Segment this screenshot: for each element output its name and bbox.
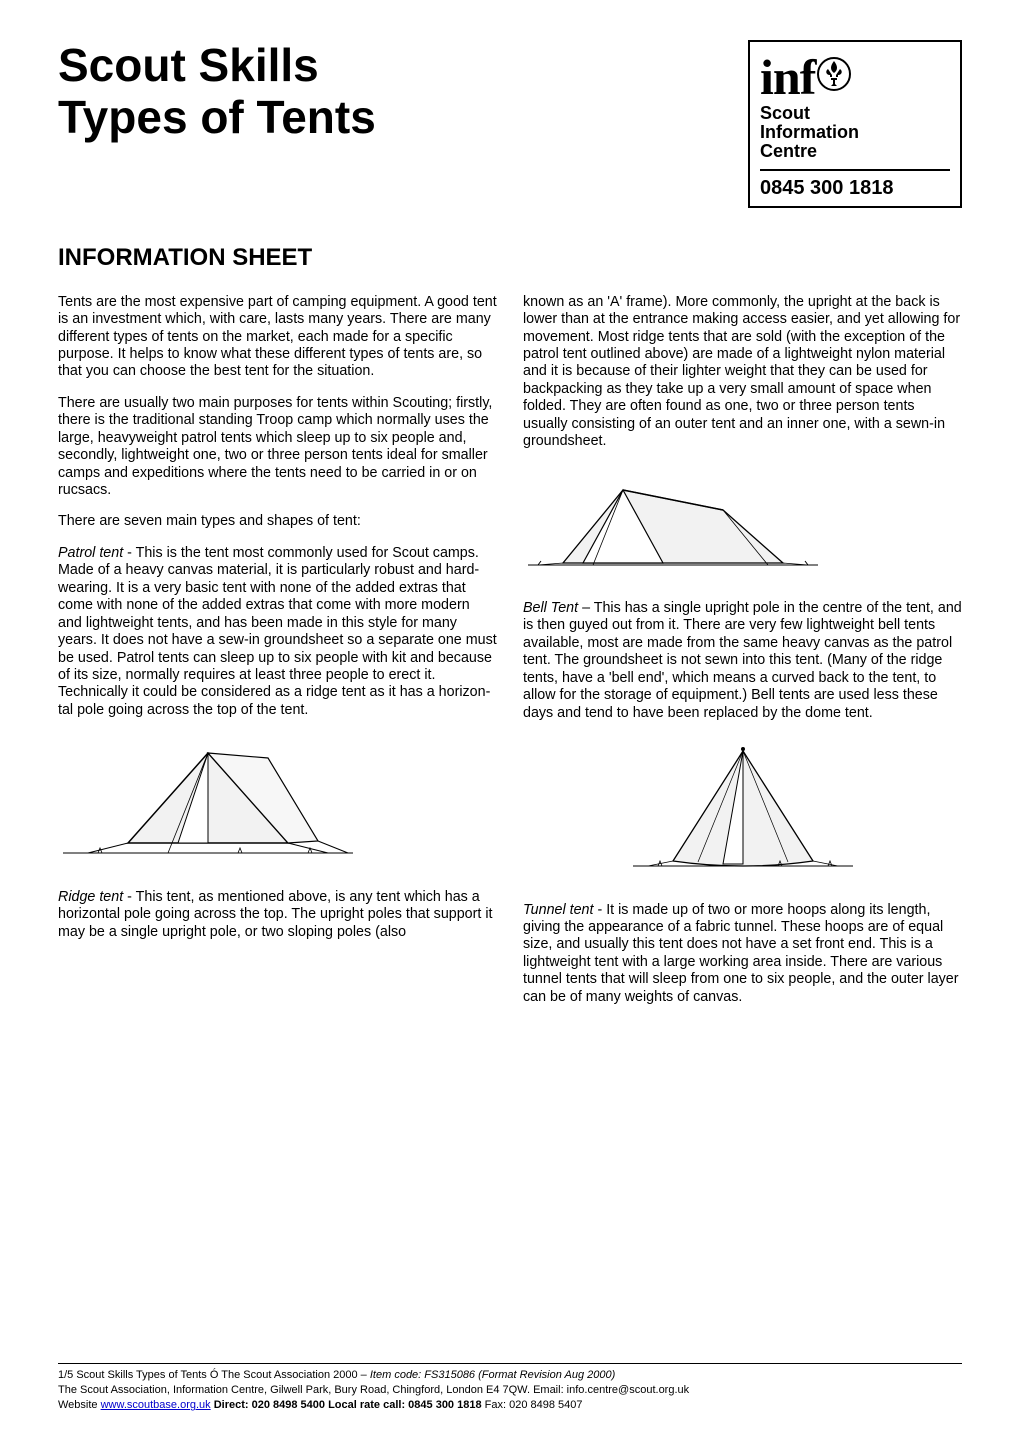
right-column: known as an 'A' frame). More commonly, t… — [523, 294, 962, 1352]
info-divider — [760, 169, 950, 171]
info-box: inf Scout Information Centre 0845 300 18… — [748, 40, 962, 208]
footer-line-1: 1/5 Scout Skills Types of Tents Ó The Sc… — [58, 1368, 962, 1383]
info-word: inf — [760, 52, 815, 102]
footer-link[interactable]: www.scoutbase.org.uk — [101, 1399, 211, 1411]
footer: 1/5 Scout Skills Types of Tents Ó The Sc… — [58, 1363, 962, 1413]
page-title: Scout Skills Types of Tents — [58, 40, 748, 143]
title-block: Scout Skills Types of Tents — [58, 40, 748, 143]
seven-types-line: There are seven main types and shapes of… — [58, 513, 497, 530]
patrol-tent-body: - This is the tent most commonly used fo… — [58, 545, 497, 718]
title-line-2: Types of Tents — [58, 91, 376, 143]
footer-line-2: The Scout Association, Information Centr… — [58, 1383, 962, 1398]
left-column: Tents are the most expensive part of cam… — [58, 294, 497, 1352]
ridge-tent-term: Ridge tent — [58, 889, 123, 905]
info-sub: Scout Information Centre — [760, 104, 859, 161]
info-logo-row: inf — [760, 52, 851, 102]
footer-l1-prefix: 1/5 Scout Skills Types of Tents — [58, 1369, 210, 1381]
ridge-tent-body: - This tent, as mentioned above, is any … — [58, 889, 492, 940]
fleur-de-lis-icon — [817, 57, 851, 96]
section-title: INFORMATION SHEET — [58, 244, 962, 272]
tunnel-tent-term: Tunnel tent — [523, 902, 593, 918]
footer-l3-bold: Direct: 020 8498 5400 Local rate call: 0… — [214, 1399, 482, 1411]
info-phone: 0845 300 1818 — [760, 177, 893, 200]
intro-paragraph: Tents are the most expensive part of cam… — [58, 294, 497, 381]
info-sub-line1: Scout — [760, 103, 810, 123]
info-sub-line3: Centre — [760, 141, 817, 161]
title-line-1: Scout Skills — [58, 39, 319, 91]
footer-l3-prefix: Website — [58, 1399, 101, 1411]
tunnel-tent-paragraph: Tunnel tent - It is made up of two or mo… — [523, 902, 962, 1007]
patrol-tent-figure — [58, 733, 497, 878]
bell-tent-term: Bell Tent — [523, 600, 578, 616]
header: Scout Skills Types of Tents inf Scout In… — [58, 40, 962, 208]
footer-line-3: Website www.scoutbase.org.uk Direct: 020… — [58, 1398, 962, 1413]
columns: Tents are the most expensive part of cam… — [58, 294, 962, 1352]
bell-tent-body: – This has a single upright pole in the … — [523, 600, 962, 721]
footer-l3-fax: Fax: 020 8498 5407 — [485, 1399, 583, 1411]
bell-tent-paragraph: Bell Tent – This has a single upright po… — [523, 600, 962, 722]
patrol-tent-paragraph: Patrol tent - This is the tent most comm… — [58, 545, 497, 719]
ridge-tent-figure — [523, 465, 962, 590]
purposes-paragraph: There are usually two main purposes for … — [58, 395, 497, 500]
footer-l1-italic: Item code: FS315086 (Format Revision Aug… — [370, 1369, 615, 1381]
footer-l1-mid: The Scout Association 2000 – — [218, 1369, 369, 1381]
ridge-continued-paragraph: known as an 'A' frame). More commonly, t… — [523, 294, 962, 451]
info-sub-line2: Information — [760, 122, 859, 142]
ridge-tent-paragraph: Ridge tent - This tent, as mentioned abo… — [58, 889, 497, 941]
page: Scout Skills Types of Tents inf Scout In… — [0, 0, 1020, 1443]
bell-tent-figure — [523, 736, 962, 891]
patrol-tent-term: Patrol tent — [58, 545, 123, 561]
